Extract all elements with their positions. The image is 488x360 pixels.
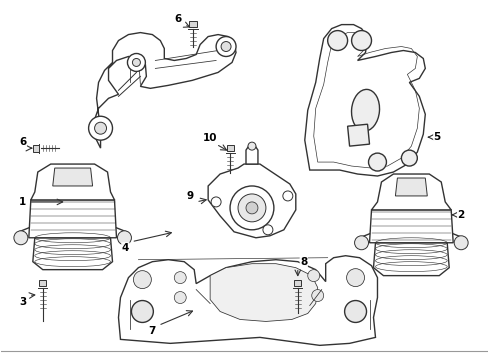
Polygon shape xyxy=(189,21,197,27)
Polygon shape xyxy=(347,124,369,146)
Polygon shape xyxy=(31,164,114,200)
Circle shape xyxy=(216,37,236,57)
Text: 1: 1 xyxy=(19,197,26,207)
Polygon shape xyxy=(39,280,46,285)
Polygon shape xyxy=(294,280,301,285)
Circle shape xyxy=(174,272,186,284)
Text: 6: 6 xyxy=(174,14,182,24)
Circle shape xyxy=(127,54,145,71)
Polygon shape xyxy=(304,24,425,176)
Circle shape xyxy=(247,142,255,150)
Circle shape xyxy=(132,58,140,67)
Text: 8: 8 xyxy=(300,257,307,267)
Circle shape xyxy=(245,202,258,214)
Polygon shape xyxy=(226,145,233,151)
Circle shape xyxy=(14,231,28,245)
Polygon shape xyxy=(395,178,427,196)
Polygon shape xyxy=(53,168,92,186)
Polygon shape xyxy=(371,174,450,210)
Polygon shape xyxy=(33,145,39,152)
Circle shape xyxy=(221,41,230,51)
Circle shape xyxy=(354,236,368,250)
Polygon shape xyxy=(118,256,377,345)
Circle shape xyxy=(311,289,323,302)
Circle shape xyxy=(307,270,319,282)
Text: 3: 3 xyxy=(19,297,26,306)
Circle shape xyxy=(174,292,186,303)
Text: 7: 7 xyxy=(148,327,156,336)
Polygon shape xyxy=(373,243,448,276)
Text: 10: 10 xyxy=(203,133,217,143)
Polygon shape xyxy=(29,200,116,238)
Circle shape xyxy=(368,153,386,171)
Circle shape xyxy=(453,236,467,250)
Text: 4: 4 xyxy=(122,243,129,253)
Ellipse shape xyxy=(351,89,379,131)
Polygon shape xyxy=(210,264,317,321)
Circle shape xyxy=(211,197,221,207)
Circle shape xyxy=(344,301,366,323)
Circle shape xyxy=(282,191,292,201)
Circle shape xyxy=(327,31,347,50)
Circle shape xyxy=(238,194,265,222)
Text: 9: 9 xyxy=(186,191,193,201)
Polygon shape xyxy=(33,238,112,270)
Polygon shape xyxy=(208,164,295,238)
Circle shape xyxy=(346,269,364,287)
Circle shape xyxy=(131,301,153,323)
Circle shape xyxy=(117,231,131,245)
Polygon shape xyxy=(93,32,236,148)
Polygon shape xyxy=(245,144,258,164)
Circle shape xyxy=(229,186,273,230)
Circle shape xyxy=(401,150,416,166)
Circle shape xyxy=(88,116,112,140)
Text: 5: 5 xyxy=(433,132,440,142)
Text: 2: 2 xyxy=(457,210,464,220)
Polygon shape xyxy=(369,210,452,243)
Circle shape xyxy=(263,225,272,235)
Circle shape xyxy=(351,31,371,50)
Circle shape xyxy=(94,122,106,134)
Text: 6: 6 xyxy=(19,137,26,147)
Circle shape xyxy=(133,271,151,289)
